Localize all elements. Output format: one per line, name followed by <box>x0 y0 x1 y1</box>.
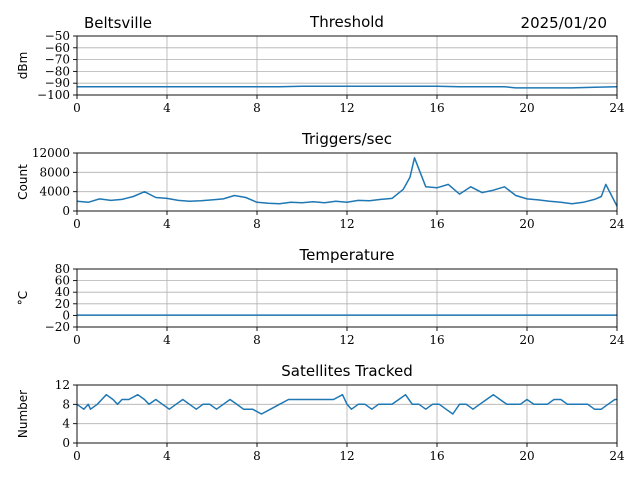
x-tick-label: 0 <box>73 101 81 115</box>
x-tick-label: 0 <box>73 333 81 347</box>
chart-panel: 0 4 8 12 16 20 24 0 4000 8000 12000 Triggers/sec Cou… <box>16 130 625 231</box>
y-tick-label: −20 <box>45 320 70 334</box>
x-tick-label: 24 <box>609 217 625 231</box>
y-axis-label: °C <box>16 291 30 305</box>
x-tick-label: 4 <box>163 333 171 347</box>
y-tick-label: 20 <box>55 297 70 311</box>
x-tick-label: 8 <box>253 101 261 115</box>
chart-title: Threshold <box>309 13 384 31</box>
chart-title: Temperature <box>298 246 394 264</box>
station-label: Beltsville <box>84 14 152 32</box>
x-tick-label: 12 <box>339 217 354 231</box>
y-tick-label: −70 <box>45 53 70 67</box>
x-tick-label: 16 <box>429 449 444 463</box>
series-line <box>76 393 617 415</box>
x-tick-label: 24 <box>609 333 625 347</box>
chart-title: Triggers/sec <box>301 130 392 148</box>
x-tick-label: 4 <box>163 217 171 231</box>
y-axis-label: dBm <box>16 52 30 80</box>
y-axis-label: Number <box>16 390 30 438</box>
x-tick-label: 24 <box>609 449 625 463</box>
x-tick-label: 20 <box>519 217 534 231</box>
chart-panels: 0 4 8 12 16 20 24 −100−90−80−70−60−50 Threshold d… <box>16 13 625 463</box>
y-tick-label: −60 <box>45 41 70 55</box>
y-tick-label: 80 <box>55 262 70 276</box>
y-tick-label: −100 <box>37 88 70 102</box>
x-tick-label: 12 <box>339 449 354 463</box>
x-tick-label: 8 <box>253 333 261 347</box>
x-tick-label: 20 <box>519 449 534 463</box>
y-tick-label: 12000 <box>32 146 70 160</box>
chart-title: Satellites Tracked <box>281 362 412 380</box>
y-tick-label: 12 <box>55 378 70 392</box>
x-tick-label: 16 <box>429 217 444 231</box>
date-label: 2025/01/20 <box>521 14 607 32</box>
chart-panel: 0 4 8 12 16 20 24 −100−90−80−70−60−50 Threshold d… <box>16 13 625 115</box>
x-tick-label: 20 <box>519 101 534 115</box>
y-tick-label: 8 <box>62 397 70 411</box>
y-tick-label: 60 <box>55 274 70 288</box>
y-tick-label: 4 <box>62 417 70 431</box>
y-tick-label: 4000 <box>39 185 70 199</box>
y-tick-label: −50 <box>45 29 70 43</box>
x-tick-label: 16 <box>429 101 444 115</box>
chart-panel: 0 4 8 12 16 20 24 0 4 8 12 Satellites Tracked Number <box>16 362 625 463</box>
series-line <box>77 85 618 89</box>
y-tick-label: −80 <box>45 64 70 78</box>
x-tick-label: 24 <box>609 101 625 115</box>
x-tick-label: 20 <box>519 333 534 347</box>
y-axis-label: Count <box>16 164 30 200</box>
y-tick-label: 0 <box>62 308 70 322</box>
y-tick-label: 0 <box>62 204 70 218</box>
x-tick-label: 8 <box>253 217 261 231</box>
x-tick-label: 0 <box>73 217 81 231</box>
x-tick-label: 0 <box>73 449 81 463</box>
series-line <box>76 157 618 207</box>
x-tick-label: 4 <box>163 101 171 115</box>
x-tick-label: 12 <box>339 101 354 115</box>
x-tick-label: 4 <box>163 449 171 463</box>
y-tick-label: 40 <box>55 285 70 299</box>
x-tick-label: 12 <box>339 333 354 347</box>
y-tick-label: 0 <box>62 436 70 450</box>
x-tick-label: 16 <box>429 333 444 347</box>
y-tick-label: −90 <box>45 76 70 90</box>
x-tick-label: 8 <box>253 449 261 463</box>
y-tick-label: 8000 <box>39 165 70 179</box>
